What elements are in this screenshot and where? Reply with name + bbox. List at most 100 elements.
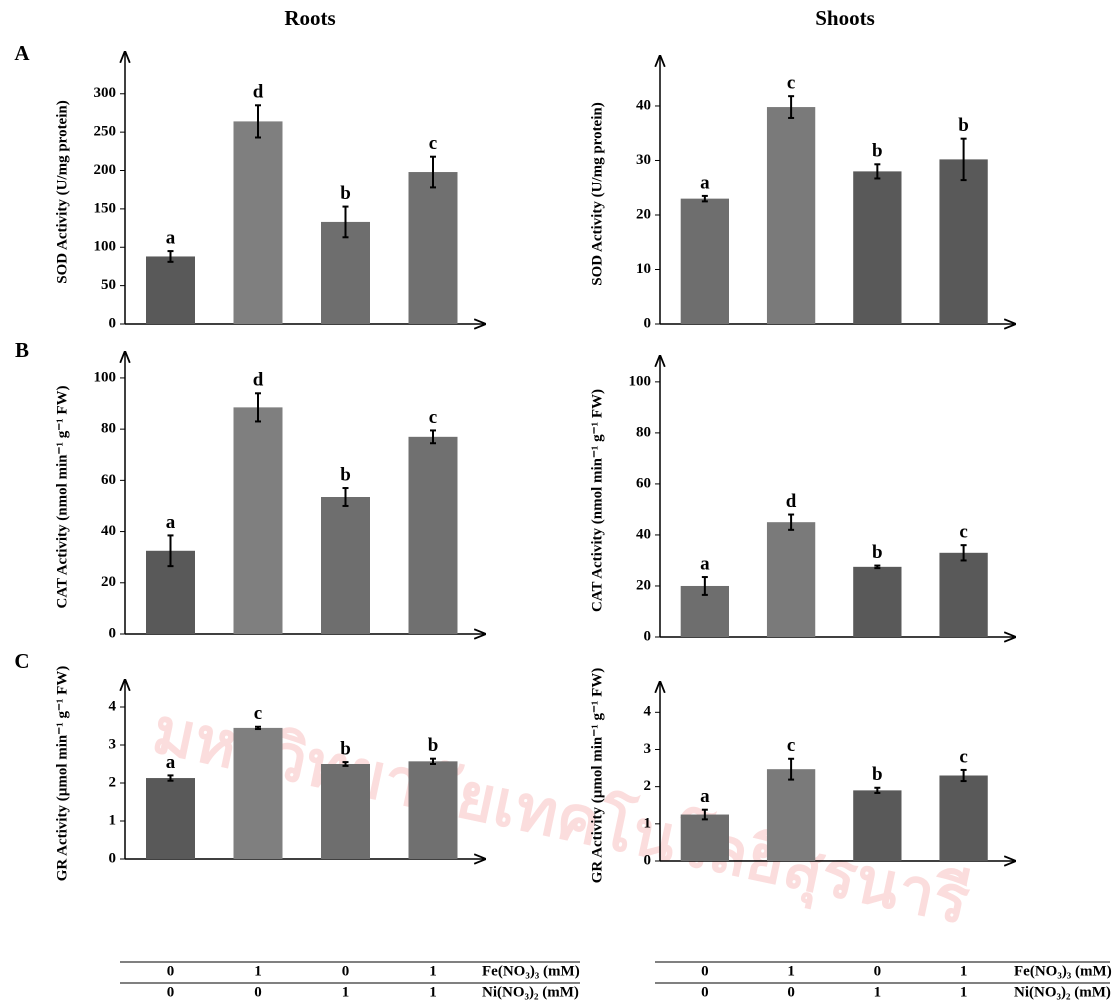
y-tick-label: 0 <box>644 852 652 868</box>
y-tick-label: 0 <box>644 628 652 644</box>
treatment-value: 1 <box>960 963 968 979</box>
y-tick-label: 3 <box>644 741 652 757</box>
bar <box>409 437 458 634</box>
bar <box>853 171 901 324</box>
y-tick-label: 3 <box>109 736 117 752</box>
y-tick-label: 100 <box>94 369 117 385</box>
treatment-value: 0 <box>701 984 709 1000</box>
y-tick-label: 300 <box>94 85 117 101</box>
y-tick-label: 100 <box>629 373 652 389</box>
bar <box>234 728 283 859</box>
significance-letter: a <box>700 786 710 807</box>
y-tick-label: 0 <box>109 315 117 331</box>
treatment-value: 0 <box>167 984 175 1000</box>
panel: 0 20 40 60 80 100 CAT Activity (nmol min⁻¹ g⁻¹… <box>54 352 485 641</box>
treatment-value: 1 <box>874 984 882 1000</box>
y-tick-label: 200 <box>94 162 117 178</box>
y-tick-label: 80 <box>636 424 651 440</box>
treatment-value: 0 <box>254 984 262 1000</box>
y-tick-label: 30 <box>636 152 651 168</box>
treatment-value: 0 <box>701 963 709 979</box>
significance-letter: c <box>787 735 795 756</box>
treatment-value: 1 <box>254 963 262 979</box>
significance-letter: c <box>429 133 437 154</box>
significance-letter: d <box>253 370 264 391</box>
bar <box>409 172 458 324</box>
y-tick-label: 250 <box>94 124 117 140</box>
y-tick-label: 80 <box>101 421 116 437</box>
significance-letter: c <box>254 703 262 724</box>
significance-letter: b <box>428 735 439 756</box>
bar <box>853 790 901 861</box>
bar <box>681 815 729 861</box>
significance-letter: a <box>700 553 710 574</box>
bar <box>146 778 195 859</box>
treatment-value: 1 <box>429 984 437 1000</box>
significance-letter: b <box>872 141 883 162</box>
y-tick-label: 60 <box>101 472 116 488</box>
y-tick-label: 0 <box>109 625 117 641</box>
y-tick-label: 40 <box>636 526 651 542</box>
treatment-label: Fe(NO₃)₃ (mM) <box>1014 963 1112 979</box>
bar <box>234 407 283 634</box>
treatment-label: Ni(NO₃)₂ (mM) <box>482 984 579 1000</box>
significance-letter: b <box>872 542 883 563</box>
y-tick-label: 0 <box>109 850 117 866</box>
treatment-label: Ni(NO₃)₂ (mM) <box>1014 984 1111 1000</box>
bar <box>853 567 901 637</box>
row-label: A <box>14 41 30 65</box>
treatment-value: 1 <box>960 984 968 1000</box>
significance-letter: b <box>340 464 351 485</box>
y-tick-label: 20 <box>101 574 116 590</box>
y-tick-label: 40 <box>101 523 116 539</box>
significance-letter: a <box>166 512 176 533</box>
significance-letter: b <box>872 764 883 785</box>
y-tick-label: 40 <box>636 97 651 113</box>
significance-letter: a <box>166 752 176 773</box>
y-tick-label: 60 <box>636 475 651 491</box>
y-axis-label: SOD Activity (U/mg protein) <box>589 102 605 285</box>
y-tick-label: 20 <box>636 577 651 593</box>
panel: 01234GR Activity (µmol min⁻¹ g⁻¹ FW)acbb <box>54 666 485 882</box>
column-title: Shoots <box>815 6 875 30</box>
bar <box>767 522 815 637</box>
y-tick-label: 2 <box>109 774 117 790</box>
bar <box>146 256 195 324</box>
y-tick-label: 2 <box>644 778 652 794</box>
y-tick-label: 10 <box>636 261 651 277</box>
significance-letter: a <box>700 172 710 193</box>
panel: 0 20 40 60 80 100 CAT Activity (nmol min⁻¹ g⁻¹… <box>589 356 1015 644</box>
y-axis-label: CAT Activity (nmol min⁻¹ g⁻¹ FW) <box>54 385 70 608</box>
significance-letter: c <box>959 746 967 767</box>
y-tick-label: 150 <box>94 200 117 216</box>
treatment-value: 1 <box>787 963 795 979</box>
treatment-value: 0 <box>874 963 882 979</box>
bar <box>234 121 283 324</box>
y-axis-label: CAT Activity (nmol min⁻¹ g⁻¹ FW) <box>589 389 605 612</box>
significance-letter: b <box>958 115 969 136</box>
treatment-label: Fe(NO₃)₃ (mM) <box>482 963 580 979</box>
row-label: C <box>14 649 29 673</box>
y-axis-label: GR Activity (µmol min⁻¹ g⁻¹ FW) <box>54 666 70 882</box>
y-tick-label: 20 <box>636 206 651 222</box>
significance-letter: a <box>166 227 176 248</box>
y-tick-label: 100 <box>94 239 117 255</box>
row-label: B <box>15 338 29 362</box>
y-tick-label: 50 <box>101 277 116 293</box>
significance-letter: c <box>787 73 795 94</box>
treatment-value: 1 <box>429 963 437 979</box>
y-tick-label: 4 <box>644 704 652 720</box>
bar <box>409 761 458 859</box>
y-axis-label: GR Activity (µmol min⁻¹ g⁻¹ FW) <box>589 668 605 884</box>
treatment-value: 0 <box>342 963 350 979</box>
column-title: Roots <box>284 6 335 30</box>
significance-letter: c <box>959 522 967 543</box>
y-tick-label: 4 <box>109 698 117 714</box>
treatment-value: 1 <box>342 984 350 1000</box>
bar <box>767 107 815 324</box>
figure: มหาวิทยาลัยเทคโนโลยีสุรนารี Roots Shoots… <box>0 0 1115 1003</box>
bar <box>681 199 729 324</box>
significance-letter: b <box>340 183 351 204</box>
